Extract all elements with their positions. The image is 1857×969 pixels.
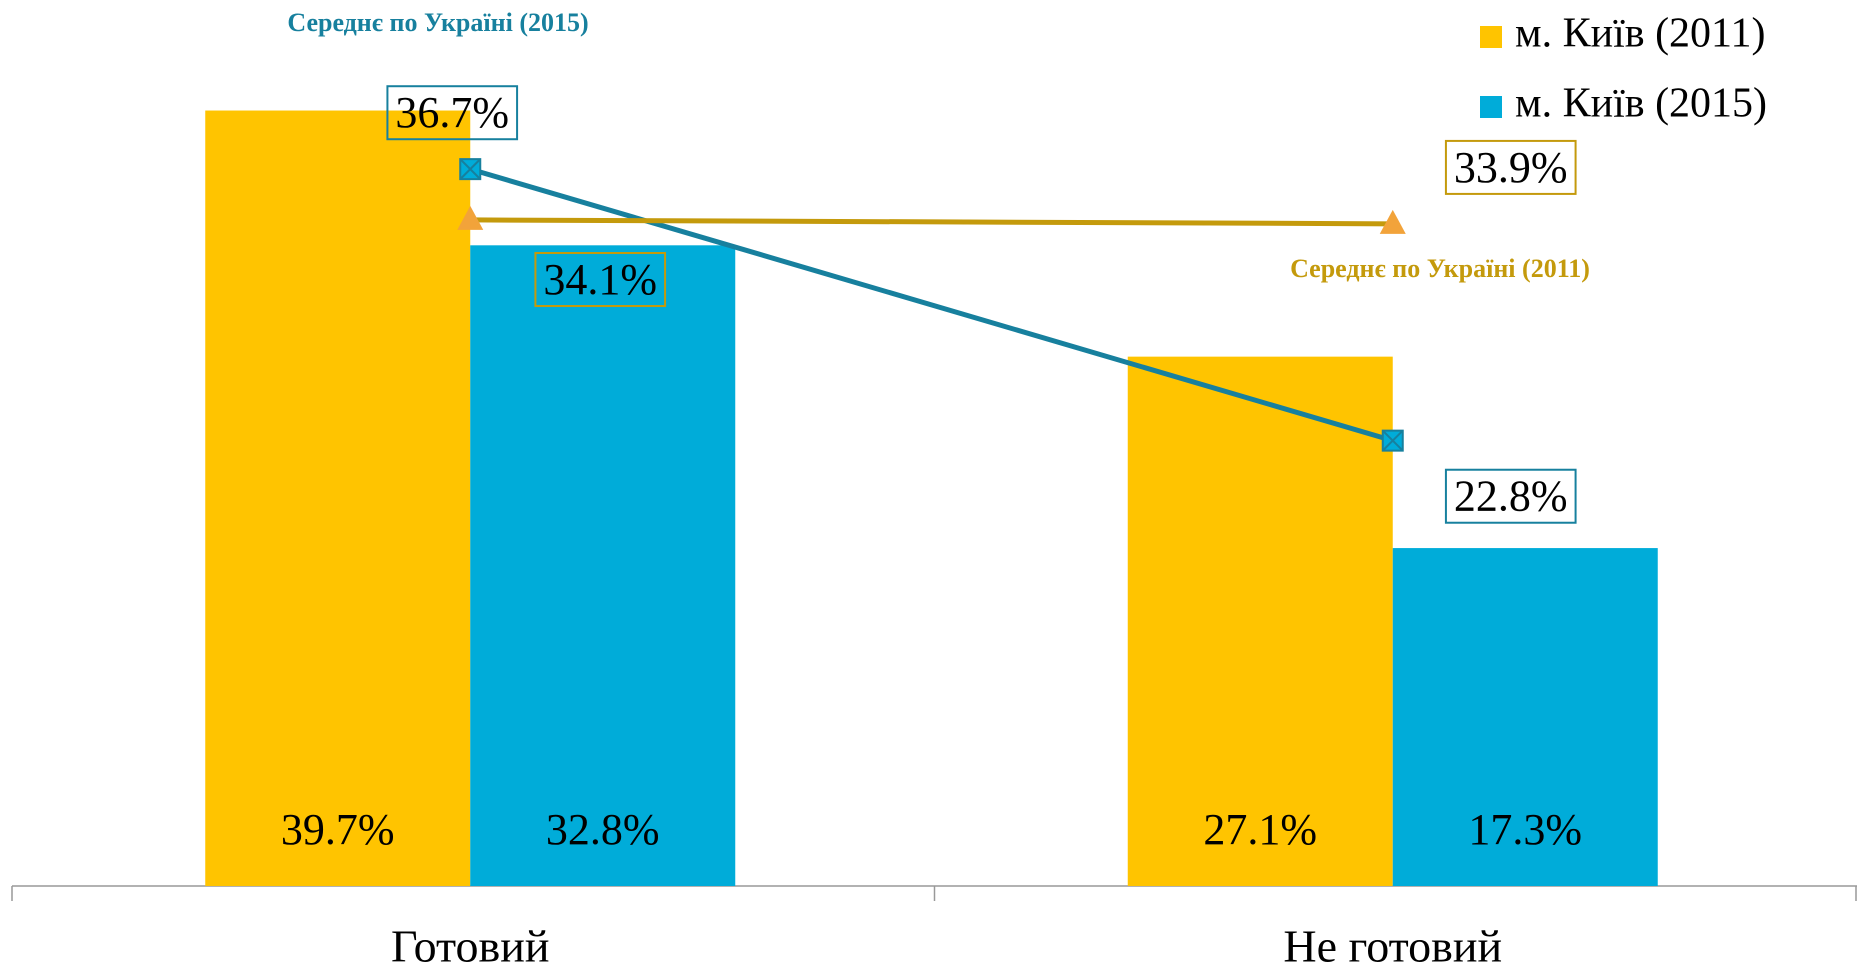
bar [470, 245, 736, 887]
data-label: 33.9% [1454, 143, 1568, 192]
annotation: Середнє по Україні (2015) [287, 8, 589, 37]
line [470, 217, 1393, 227]
data-label: 39.7% [281, 805, 395, 854]
annotation: Середнє по Україні (2011) [1290, 254, 1590, 283]
marker [457, 205, 484, 230]
label-box [1444, 139, 1577, 195]
marker [1379, 209, 1406, 234]
legend-swatch [1480, 96, 1502, 118]
data-label: 22.8% [1454, 472, 1568, 521]
label-box [386, 85, 519, 141]
bar [205, 110, 471, 886]
label-box [534, 252, 667, 308]
line [469, 166, 1394, 444]
x-tick-label: Не готовий [1283, 921, 1502, 969]
data-label: 17.3% [1468, 805, 1582, 854]
x-tick-label: Готовий [391, 921, 549, 969]
data-label: 34.1% [543, 255, 657, 304]
legend-swatch [1480, 26, 1502, 48]
marker [1381, 429, 1404, 452]
bar [1127, 356, 1393, 886]
data-label: 27.1% [1203, 805, 1317, 854]
label-box [1444, 468, 1577, 524]
data-label: 32.8% [546, 805, 660, 854]
legend-label: м. Київ (2011) [1515, 11, 1765, 57]
marker [459, 158, 482, 181]
bar [1392, 548, 1658, 886]
data-label: 36.7% [395, 88, 509, 137]
legend-label: м. Київ (2015) [1515, 81, 1767, 127]
